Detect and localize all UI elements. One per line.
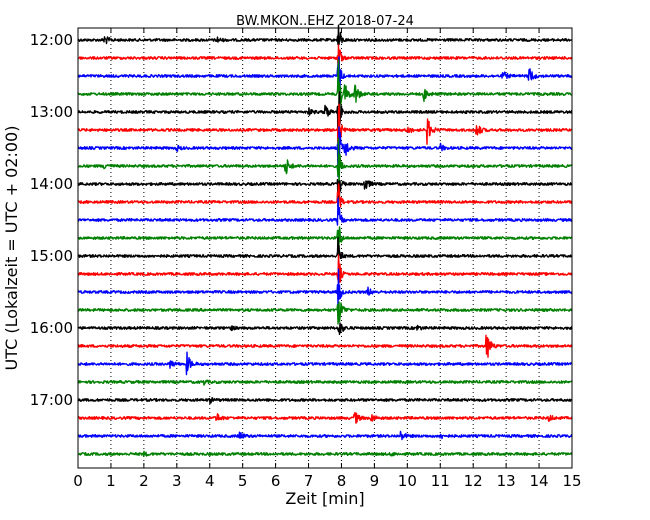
trace-17:45 bbox=[77, 450, 573, 457]
trace-15:30 bbox=[77, 268, 573, 306]
trace-17:15 bbox=[77, 411, 573, 424]
trace-14:00 bbox=[77, 178, 573, 208]
vertical-grid bbox=[110, 28, 540, 468]
trace-16:15 bbox=[77, 334, 573, 358]
trace-17:30 bbox=[77, 430, 573, 441]
x-tick-label: 3 bbox=[172, 472, 182, 490]
trace-15:15 bbox=[77, 254, 573, 283]
x-tick-label: 0 bbox=[73, 472, 83, 490]
trace-15:00 bbox=[77, 236, 573, 260]
trace-16:45 bbox=[77, 379, 573, 386]
x-tick-label: 8 bbox=[337, 472, 347, 490]
x-tick-label: 9 bbox=[370, 472, 380, 490]
trace-16:00 bbox=[77, 322, 573, 336]
y-tick-label: 14:00 bbox=[30, 175, 73, 193]
x-tick-label: 5 bbox=[238, 472, 248, 490]
x-axis: 0 1 2 3 4 5 6 7 8 9 10 11 12 13 14 15 bbox=[73, 28, 582, 490]
y-axis-label: UTC (Lokalzeit = UTC + 02:00) bbox=[2, 126, 21, 371]
trace-12:45 bbox=[77, 59, 573, 109]
plot-frame bbox=[77, 27, 573, 469]
x-tick-label: 1 bbox=[106, 472, 116, 490]
x-tick-label: 12 bbox=[464, 472, 483, 490]
trace-14:45 bbox=[77, 226, 573, 246]
x-tick-label: 14 bbox=[530, 472, 549, 490]
y-tick-label: 13:00 bbox=[30, 103, 73, 121]
trace-17:00 bbox=[77, 397, 573, 405]
trace-13:15 bbox=[77, 103, 573, 146]
x-tick-label: 7 bbox=[304, 472, 314, 490]
trace-14:15 bbox=[77, 183, 573, 208]
x-tick-label: 13 bbox=[497, 472, 516, 490]
trace-12:00 bbox=[77, 24, 573, 46]
trace-15:45 bbox=[77, 301, 573, 325]
y-tick-label: 15:00 bbox=[30, 247, 73, 265]
x-tick-label: 11 bbox=[431, 472, 450, 490]
x-tick-label: 6 bbox=[271, 472, 281, 490]
y-tick-label: 12:00 bbox=[30, 31, 73, 49]
x-tick-label: 15 bbox=[562, 472, 581, 490]
trace-13:30 bbox=[77, 126, 573, 178]
x-tick-label: 4 bbox=[205, 472, 215, 490]
trace-12:15 bbox=[77, 44, 573, 70]
trace-12:30 bbox=[77, 56, 573, 89]
x-tick-label: 2 bbox=[139, 472, 149, 490]
trace-13:00 bbox=[77, 91, 573, 149]
x-axis-label: Zeit [min] bbox=[285, 489, 364, 508]
chart-title: BW.MKON..EHZ 2018-07-24 bbox=[236, 14, 414, 29]
y-axis: 12:00 13:00 14:00 15:00 16:00 17:00 bbox=[30, 31, 572, 409]
trace-16:30 bbox=[77, 351, 573, 376]
y-tick-label: 16:00 bbox=[30, 319, 73, 337]
x-tick-label: 10 bbox=[398, 472, 417, 490]
trace-13:45 bbox=[77, 137, 573, 189]
trace-14:30 bbox=[77, 197, 573, 226]
traces-group bbox=[77, 24, 573, 457]
y-tick-label: 17:00 bbox=[30, 391, 73, 409]
